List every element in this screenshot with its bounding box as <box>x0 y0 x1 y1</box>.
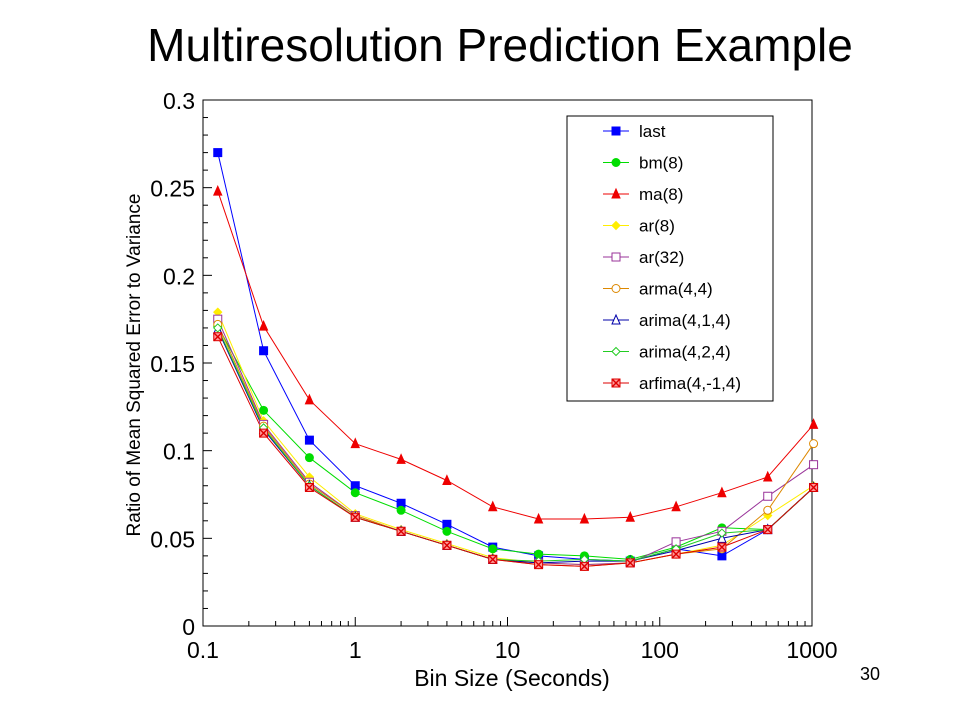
data-point <box>763 491 773 501</box>
data-point <box>625 511 636 522</box>
data-point <box>809 460 819 470</box>
data-point <box>625 558 635 568</box>
data-point <box>213 332 223 342</box>
y-tick-label: 0.3 <box>163 88 195 114</box>
series-line <box>217 325 814 560</box>
legend-marker <box>611 346 621 357</box>
data-point <box>442 540 452 550</box>
data-point <box>763 510 773 521</box>
data-point <box>579 512 590 524</box>
legend-marker <box>611 187 621 199</box>
legend-marker <box>611 126 621 136</box>
x-tick-label: 1000 <box>786 637 837 663</box>
data-point <box>717 528 727 538</box>
y-tick-label: 0.05 <box>150 526 195 552</box>
data-point <box>213 148 223 158</box>
slide-title: Multiresolution Prediction Example <box>147 19 853 71</box>
data-point <box>762 470 773 482</box>
data-point <box>763 525 773 535</box>
x-tick-label: 1 <box>349 637 362 663</box>
legend-label: ma(8) <box>639 185 683 204</box>
y-tick-label: 0.2 <box>163 263 195 289</box>
data-point <box>212 184 223 196</box>
legend-marker <box>611 313 621 325</box>
data-point <box>442 474 452 485</box>
data-point <box>304 393 315 405</box>
y-tick-label: 0.15 <box>150 351 195 377</box>
data-point <box>396 526 406 536</box>
data-point <box>488 544 498 554</box>
data-point <box>717 542 727 552</box>
legend-marker <box>611 252 621 262</box>
data-point <box>487 500 498 512</box>
chart-series-markers <box>212 148 819 571</box>
legend-label: bm(8) <box>639 154 683 173</box>
data-point <box>213 323 223 333</box>
data-point <box>258 319 269 331</box>
legend-label: arma(4,4) <box>639 280 713 299</box>
data-point <box>304 453 314 463</box>
legend-marker <box>611 284 621 293</box>
y-tick-label: 0 <box>182 614 195 640</box>
legend-marker <box>611 158 621 167</box>
data-point <box>488 554 498 564</box>
data-point <box>717 532 727 543</box>
legend-label: arfima(4,-1,4) <box>639 374 741 393</box>
data-point <box>442 526 452 536</box>
data-point <box>717 486 727 498</box>
series-line <box>217 191 814 520</box>
data-point <box>259 428 269 438</box>
series-line <box>217 336 814 567</box>
data-point <box>259 405 269 415</box>
x-tick-label: 100 <box>641 637 679 663</box>
data-point <box>809 482 819 492</box>
data-point <box>533 512 544 524</box>
legend-label: ar(32) <box>639 248 684 267</box>
legend-label: arima(4,1,4) <box>639 311 731 330</box>
legend-box <box>566 115 774 402</box>
legend-marker <box>611 378 621 388</box>
chart-axes: 0 0.05 0.1 0.15 0.2 0.25 0.3 0.1 1 10 100 1000 <box>150 88 837 663</box>
x-tick-label: 0.1 <box>187 637 219 663</box>
legend-label: ar(8) <box>639 217 675 236</box>
data-point <box>350 488 360 498</box>
data-point <box>763 505 773 515</box>
x-axis-label: Bin Size (Seconds) <box>414 665 610 691</box>
data-point <box>304 435 314 445</box>
data-point <box>350 437 361 449</box>
data-point <box>671 500 681 512</box>
legend-marker <box>611 220 621 231</box>
legend-label: arima(4,2,4) <box>639 343 731 362</box>
y-tick-label: 0.1 <box>163 439 195 465</box>
data-point <box>396 505 406 515</box>
data-point <box>304 482 314 492</box>
data-point <box>579 561 589 571</box>
chart-series-lines <box>217 152 815 567</box>
data-point <box>671 549 681 559</box>
data-point <box>808 418 819 429</box>
legend-label: last <box>639 122 666 141</box>
chart-legend: last bm(8) ma(8) ar(8) ar(32) arma(4,4) arima(… <box>566 115 774 402</box>
data-point <box>396 453 406 464</box>
data-point <box>259 346 269 356</box>
series-line <box>217 327 814 562</box>
y-axis-label: Ratio of Mean Squared Error to Variance <box>124 194 145 537</box>
data-point <box>809 439 819 449</box>
data-point <box>534 560 544 570</box>
x-tick-label: 10 <box>495 637 521 663</box>
y-tick-label: 0.25 <box>150 176 195 202</box>
data-point <box>350 512 360 522</box>
page-number: 30 <box>860 664 881 684</box>
